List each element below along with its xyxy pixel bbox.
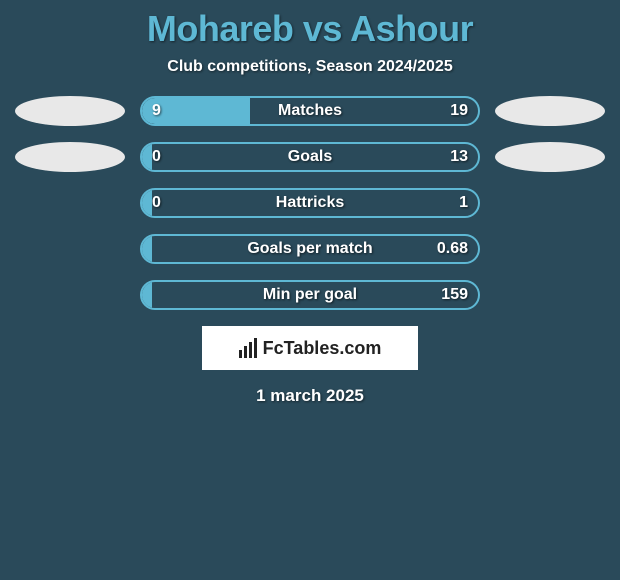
side-spacer <box>15 188 125 218</box>
bar-row: Goals per match 0.68 <box>0 234 620 264</box>
side-spacer <box>495 234 605 264</box>
bar-label: Matches <box>278 102 342 120</box>
bar-track-goals: 0 Goals 13 <box>140 142 480 172</box>
logo-box: FcTables.com <box>202 326 418 370</box>
bar-row: 0 Hattricks 1 <box>0 188 620 218</box>
bar-fill-left <box>142 144 152 170</box>
bar-value-right: 0.68 <box>437 240 468 258</box>
bar-value-left: 0 <box>152 148 161 166</box>
bar-track-min-per-goal: Min per goal 159 <box>140 280 480 310</box>
subtitle: Club competitions, Season 2024/2025 <box>0 50 620 96</box>
side-spacer <box>15 280 125 310</box>
bar-row: 0 Goals 13 <box>0 142 620 172</box>
bar-label: Min per goal <box>263 286 357 304</box>
player-right-ellipse <box>495 142 605 172</box>
bar-row: Min per goal 159 <box>0 280 620 310</box>
bar-track-matches: 9 Matches 19 <box>140 96 480 126</box>
comparison-bars: 9 Matches 19 0 Goals 13 0 Hattricks 1 <box>0 96 620 310</box>
bar-value-right: 159 <box>441 286 468 304</box>
bar-value-right: 1 <box>459 194 468 212</box>
bar-value-right: 13 <box>450 148 468 166</box>
bar-fill-left <box>142 282 152 308</box>
bar-fill-left <box>142 190 152 216</box>
player-left-ellipse <box>15 142 125 172</box>
side-spacer <box>495 188 605 218</box>
logo-text: FcTables.com <box>263 338 382 359</box>
bar-fill-left <box>142 236 152 262</box>
side-spacer <box>495 280 605 310</box>
player-right-ellipse <box>495 96 605 126</box>
bar-row: 9 Matches 19 <box>0 96 620 126</box>
bar-value-right: 19 <box>450 102 468 120</box>
bar-track-goals-per-match: Goals per match 0.68 <box>140 234 480 264</box>
bar-value-left: 0 <box>152 194 161 212</box>
logo-bars-icon <box>239 338 257 358</box>
bar-track-hattricks: 0 Hattricks 1 <box>140 188 480 218</box>
bar-label: Hattricks <box>276 194 344 212</box>
date-text: 1 march 2025 <box>0 370 620 406</box>
player-left-ellipse <box>15 96 125 126</box>
bar-value-left: 9 <box>152 102 161 120</box>
page-title: Mohareb vs Ashour <box>0 0 620 50</box>
side-spacer <box>15 234 125 264</box>
bar-label: Goals per match <box>247 240 372 258</box>
bar-label: Goals <box>288 148 332 166</box>
